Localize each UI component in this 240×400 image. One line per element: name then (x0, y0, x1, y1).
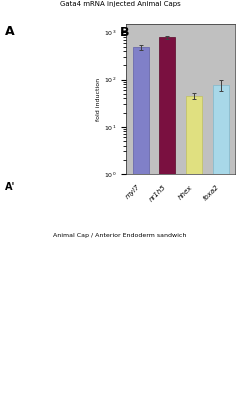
Text: A: A (5, 25, 15, 38)
Text: Animal Cap / Anterior Endoderm sandwich: Animal Cap / Anterior Endoderm sandwich (53, 233, 187, 238)
Text: B: B (120, 26, 130, 39)
Y-axis label: fold induction: fold induction (96, 78, 101, 120)
Text: A': A' (5, 182, 15, 192)
Bar (213, 85, 228, 400)
Bar (133, 47, 149, 400)
Text: Gata4 mRNA injected Animal Caps: Gata4 mRNA injected Animal Caps (60, 1, 180, 7)
Bar (159, 38, 175, 400)
Bar (186, 96, 202, 400)
